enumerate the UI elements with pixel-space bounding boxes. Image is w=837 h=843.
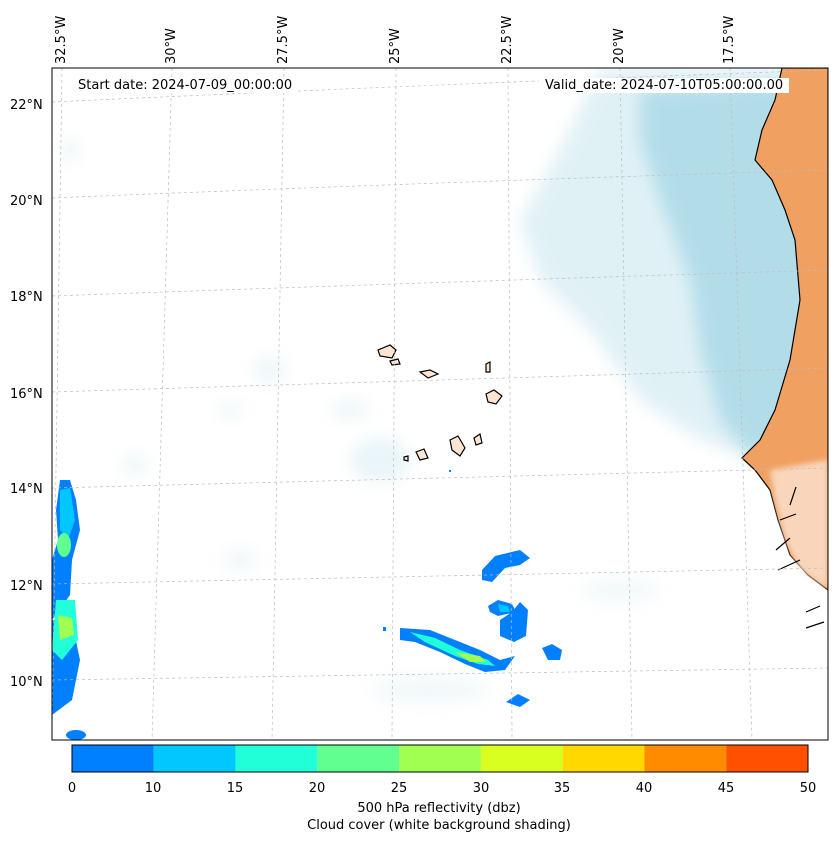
colorbar-tick: 40 bbox=[635, 781, 653, 796]
colorbar-segment bbox=[235, 745, 318, 772]
lat-label: 22°N bbox=[10, 98, 43, 113]
lon-label: 22.5°W bbox=[500, 15, 515, 64]
colorbar-tick: 50 bbox=[799, 781, 817, 796]
lat-label: 14°N bbox=[10, 482, 43, 497]
colorbar-tick: 35 bbox=[553, 781, 571, 796]
reflectivity-cells bbox=[52, 470, 562, 740]
island-sao-vicente bbox=[389, 358, 401, 366]
colorbar-tick: 10 bbox=[144, 781, 162, 796]
colorbar-segment bbox=[153, 745, 236, 772]
start-date-label: Start date: 2024-07-09_00:00:00 bbox=[72, 78, 299, 93]
colorbar-tick: 45 bbox=[717, 781, 735, 796]
colorbar-segment bbox=[480, 745, 563, 772]
island-sao-nicolau bbox=[418, 369, 440, 379]
island-santiago bbox=[449, 435, 466, 457]
colorbar-tick: 25 bbox=[390, 781, 408, 796]
lat-label: 18°N bbox=[10, 290, 43, 305]
lon-label: 20°W bbox=[612, 28, 627, 64]
island-boa-vista bbox=[485, 389, 503, 405]
colorbar-segment bbox=[644, 745, 727, 772]
map-area bbox=[52, 68, 828, 740]
valid-date-label: Valid_date: 2024-07-10T05:00:00.00 bbox=[539, 78, 790, 93]
colorbar-segment bbox=[562, 745, 645, 772]
lat-label: 10°N bbox=[10, 675, 43, 690]
colorbar-tick: 20 bbox=[308, 781, 326, 796]
graticule bbox=[52, 68, 828, 740]
lat-label: 12°N bbox=[10, 579, 43, 594]
colorbar-segment bbox=[317, 745, 400, 772]
island-santo-antao bbox=[377, 344, 397, 359]
island-brava bbox=[403, 455, 409, 462]
colorbar-segment bbox=[72, 745, 154, 772]
lon-label: 17.5°W bbox=[722, 15, 737, 64]
african-coast bbox=[741, 68, 828, 629]
lon-label: 25°W bbox=[388, 28, 403, 64]
island-maio bbox=[473, 433, 483, 446]
colorbar-segment bbox=[399, 745, 481, 772]
lon-label: 32.5°W bbox=[54, 15, 69, 64]
lat-label: 16°N bbox=[10, 387, 43, 402]
colorbar-tick: 0 bbox=[67, 781, 77, 796]
island-fogo bbox=[415, 448, 429, 461]
cape-verde-islands bbox=[377, 344, 503, 462]
colorbar-tick: 15 bbox=[226, 781, 244, 796]
lon-label: 27.5°W bbox=[276, 15, 291, 64]
colorbar bbox=[71, 744, 809, 773]
colorbar-title: 500 hPa reflectivity (dbz) bbox=[357, 801, 521, 816]
colorbar-tick: 30 bbox=[472, 781, 490, 796]
lon-label: 30°W bbox=[164, 28, 179, 64]
lat-label: 20°N bbox=[10, 194, 43, 209]
island-sal bbox=[485, 361, 491, 373]
colorbar-subtitle: Cloud cover (white background shading) bbox=[307, 818, 571, 833]
colorbar-segment bbox=[726, 745, 808, 772]
colorbar-frame bbox=[71, 744, 809, 773]
map-frame bbox=[51, 67, 829, 741]
